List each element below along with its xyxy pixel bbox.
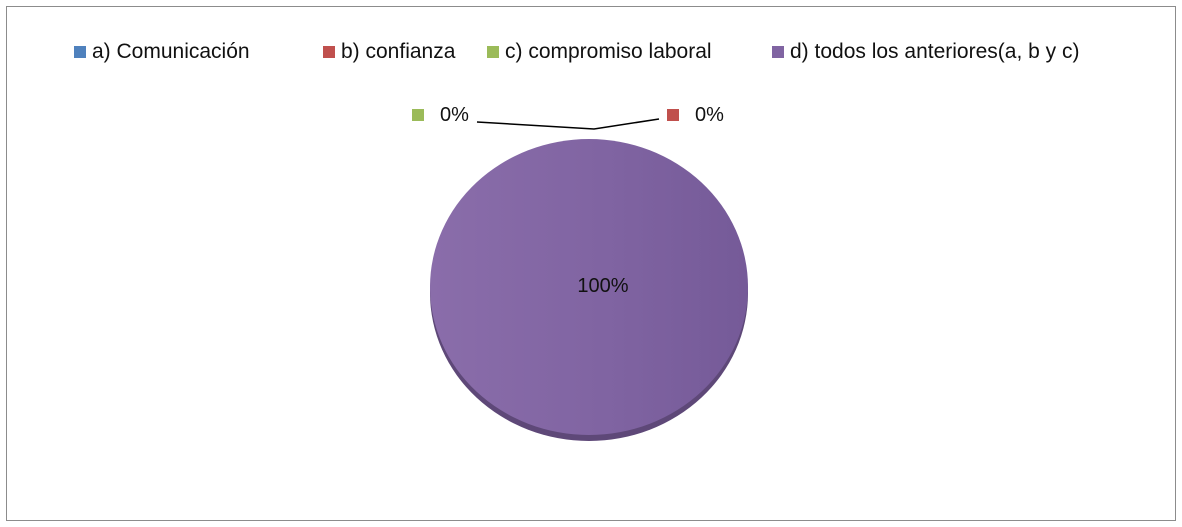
legend-swatch-comunicacion <box>74 46 86 58</box>
legend-swatch-confianza <box>323 46 335 58</box>
leader-lines <box>476 118 660 130</box>
pie-chart <box>430 118 748 441</box>
data-label-text-confianza: 0% <box>695 103 724 126</box>
legend-label-comunicacion: a) Comunicación <box>92 40 250 63</box>
data-label-compromiso: 0% <box>412 103 469 127</box>
legend: a) Comunicación b) confianza c) compromi… <box>7 37 1175 67</box>
legend-item-confianza: b) confianza <box>323 37 455 67</box>
data-label-swatch-confianza <box>667 109 679 121</box>
legend-item-comunicacion: a) Comunicación <box>74 37 250 67</box>
data-label-text-compromiso: 0% <box>440 103 469 126</box>
data-label-confianza: 0% <box>667 103 724 127</box>
data-label-swatch-compromiso <box>412 109 424 121</box>
legend-swatch-todos <box>772 46 784 58</box>
data-label-todos: 100% <box>577 275 629 297</box>
legend-item-todos: d) todos los anteriores(a, b y c) <box>772 37 1079 67</box>
legend-label-confianza: b) confianza <box>341 40 456 63</box>
chart-area: a) Comunicación b) confianza c) compromi… <box>6 6 1176 521</box>
pie-slice-3 <box>430 139 748 435</box>
legend-item-compromiso: c) compromiso laboral <box>487 37 712 67</box>
legend-swatch-compromiso <box>487 46 499 58</box>
legend-label-todos: d) todos los anteriores(a, b y c) <box>790 40 1080 63</box>
legend-label-compromiso: c) compromiso laboral <box>505 40 712 63</box>
